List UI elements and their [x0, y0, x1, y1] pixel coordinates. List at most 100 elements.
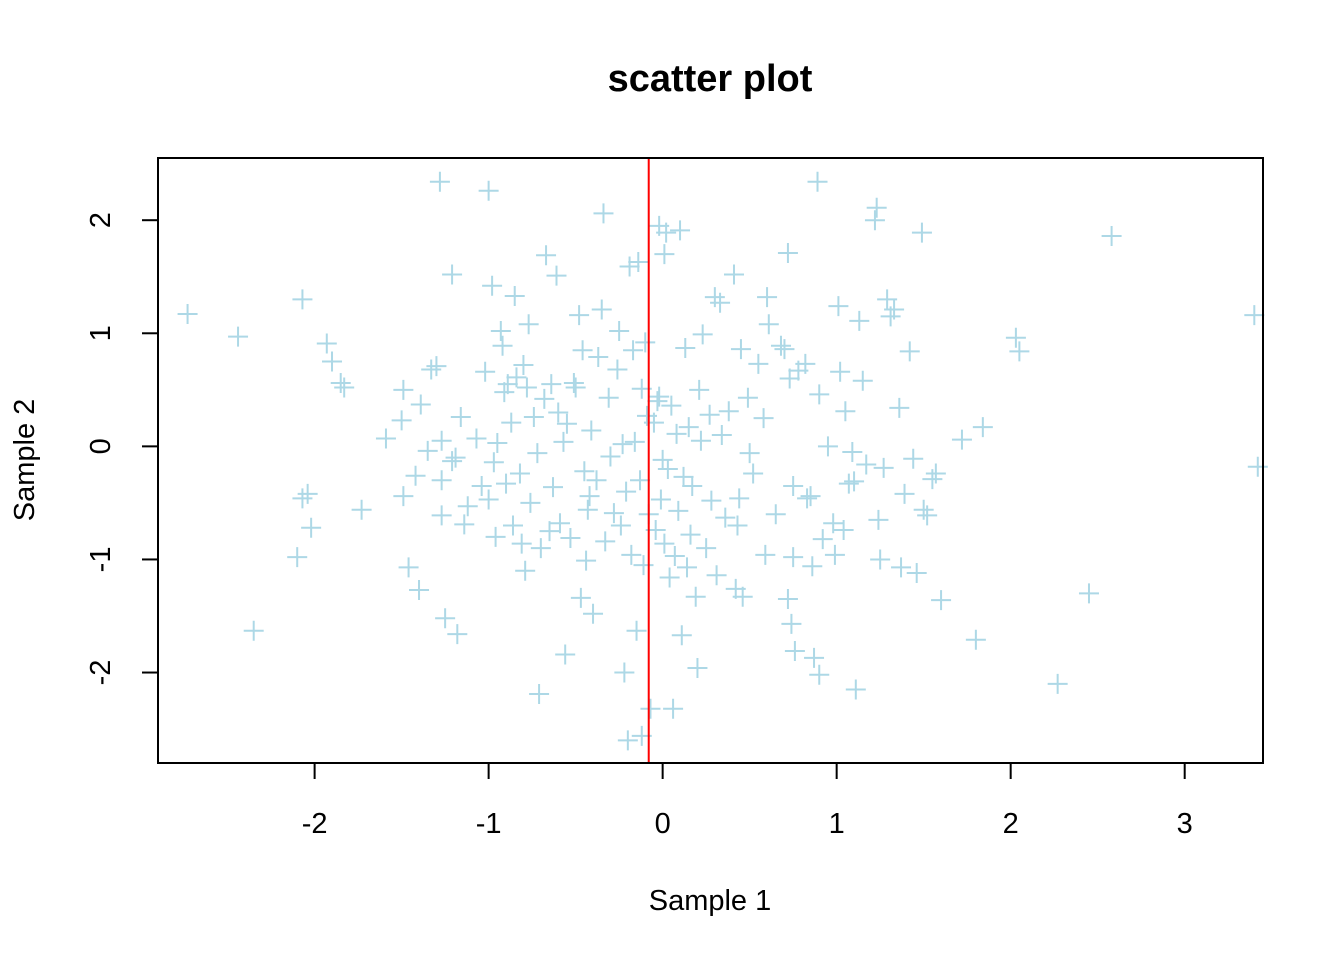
- data-point: [504, 285, 525, 306]
- data-point: [292, 289, 313, 310]
- data-point: [656, 222, 677, 243]
- x-tick-label: 0: [655, 808, 671, 840]
- data-point: [527, 443, 548, 464]
- data-point: [696, 538, 717, 559]
- data-point: [570, 587, 591, 608]
- data-point: [795, 353, 816, 374]
- data-point: [781, 613, 802, 634]
- data-point: [800, 486, 821, 507]
- data-point: [405, 465, 426, 486]
- data-point: [612, 434, 633, 455]
- x-axis-label: Sample 1: [649, 885, 772, 917]
- data-point: [614, 662, 635, 683]
- data-point: [593, 203, 614, 224]
- data-point: [583, 603, 604, 624]
- data-point: [965, 629, 986, 650]
- data-point: [511, 533, 532, 554]
- data-point: [723, 264, 744, 285]
- data-point: [817, 436, 838, 457]
- data-point: [715, 507, 736, 528]
- x-tick-label: 1: [829, 808, 845, 840]
- data-point: [555, 644, 576, 665]
- y-tick-label: 2: [85, 212, 117, 228]
- data-point: [685, 586, 706, 607]
- data-point: [699, 404, 720, 425]
- data-point: [572, 340, 593, 361]
- data-point: [654, 244, 675, 265]
- data-point: [779, 368, 800, 389]
- data-point: [454, 514, 475, 535]
- data-point: [873, 457, 894, 478]
- data-point: [509, 463, 530, 484]
- data-point: [844, 471, 865, 492]
- data-point: [824, 544, 845, 565]
- data-point: [823, 513, 844, 534]
- data-point: [475, 361, 496, 382]
- data-point: [783, 475, 804, 496]
- data-point: [579, 486, 600, 507]
- data-point: [649, 386, 670, 407]
- data-point: [1247, 456, 1268, 477]
- data-point: [654, 533, 675, 554]
- points-layer: [177, 171, 1268, 751]
- data-point: [523, 406, 544, 427]
- data-point: [553, 431, 574, 452]
- data-point: [490, 321, 511, 342]
- data-point: [466, 428, 487, 449]
- data-point: [765, 504, 786, 525]
- data-point: [501, 412, 522, 433]
- data-point: [539, 521, 560, 542]
- data-point: [650, 489, 671, 510]
- data-point: [1005, 327, 1026, 348]
- data-point: [828, 296, 849, 317]
- data-point: [577, 499, 598, 520]
- data-point: [626, 620, 647, 641]
- data-point: [487, 432, 508, 453]
- data-point: [516, 377, 537, 398]
- data-point: [906, 563, 927, 584]
- data-point: [409, 579, 430, 600]
- data-point: [450, 406, 471, 427]
- data-point: [610, 515, 631, 536]
- data-point: [659, 567, 680, 588]
- data-point: [835, 401, 856, 422]
- data-point: [334, 377, 355, 398]
- data-point: [398, 557, 419, 578]
- data-point: [727, 515, 748, 536]
- data-point: [704, 287, 725, 308]
- data-point: [520, 492, 541, 513]
- data-point: [635, 332, 656, 353]
- data-point: [471, 475, 492, 496]
- data-point: [1009, 341, 1030, 362]
- data-point: [770, 335, 791, 356]
- data-point: [804, 647, 825, 668]
- data-point: [812, 529, 833, 550]
- data-point: [518, 314, 539, 335]
- data-point: [588, 347, 609, 368]
- data-point: [931, 590, 952, 611]
- data-point: [287, 547, 308, 568]
- data-point: [556, 413, 577, 434]
- plot-area-frame: [157, 157, 1264, 764]
- data-point: [972, 417, 993, 438]
- data-point: [442, 451, 463, 472]
- data-point: [301, 517, 322, 538]
- y-tick-label: 1: [85, 325, 117, 341]
- data-point: [797, 488, 818, 509]
- data-point: [757, 287, 778, 308]
- data-point: [330, 373, 351, 394]
- data-point: [574, 461, 595, 482]
- data-point: [743, 463, 764, 484]
- data-point: [548, 402, 569, 423]
- y-tick-label: -2: [85, 660, 117, 686]
- data-point: [417, 440, 438, 461]
- data-point: [496, 473, 517, 494]
- data-point: [1101, 226, 1122, 247]
- data-point: [807, 171, 828, 192]
- data-point: [393, 379, 414, 400]
- y-tick-label: -1: [85, 547, 117, 573]
- data-point: [755, 544, 776, 565]
- data-point: [506, 367, 527, 388]
- x-tick-label: -1: [476, 808, 502, 840]
- data-point: [431, 470, 452, 491]
